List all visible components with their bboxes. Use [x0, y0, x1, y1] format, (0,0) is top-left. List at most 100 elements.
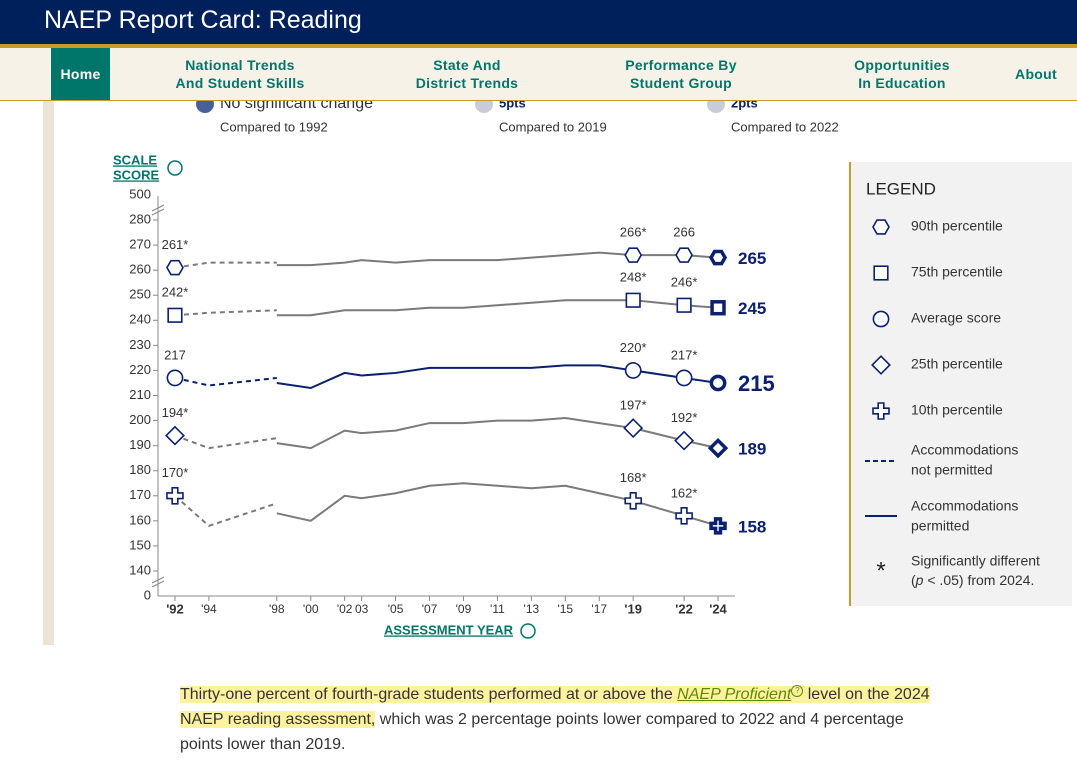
marker [624, 491, 642, 510]
x-tick-label: 03 [355, 602, 369, 616]
marker [872, 219, 890, 235]
data-label: 217 [164, 347, 186, 362]
data-label: 194* [162, 405, 189, 420]
marker [709, 249, 728, 266]
legend-label: 25th percentile [911, 356, 1003, 372]
marker [709, 374, 727, 392]
data-label: 245 [738, 299, 766, 318]
y-axis-end-label: 0 [144, 588, 151, 603]
nav-item[interactable]: About [1000, 48, 1072, 100]
marker [873, 265, 889, 281]
marker [623, 418, 644, 439]
line-not-permitted [174, 434, 277, 450]
data-label: 246* [671, 275, 698, 290]
marker [710, 300, 726, 316]
marker [166, 259, 184, 276]
side-bar [43, 100, 54, 645]
data-label: 162* [671, 485, 698, 500]
y-tick-label: 150 [129, 537, 151, 552]
help-icon[interactable]: ? [791, 684, 804, 697]
header: NAEP Report Card: Reading [0, 0, 1077, 48]
y-tick-label: 280 [129, 211, 151, 226]
y-tick-label: 230 [129, 337, 151, 352]
legend-label: not permitted [911, 462, 993, 478]
line-not-permitted [174, 376, 277, 387]
line-not-permitted [174, 261, 277, 269]
nav-label: District Trends [415, 75, 519, 91]
y-tick-label: 220 [129, 362, 151, 377]
data-label: 217* [671, 347, 698, 362]
data-label: 170* [162, 465, 189, 480]
legend-label: 10th percentile [911, 402, 1003, 418]
line-permitted [276, 417, 719, 450]
y-tick-label: 260 [129, 262, 151, 277]
marker [675, 507, 693, 525]
text: Thirty-one percent of fourth-grade stude… [180, 686, 678, 703]
y-tick-label: 160 [129, 512, 151, 527]
legend-label: Significantly different [911, 553, 1040, 569]
data-label: 220* [620, 340, 647, 355]
legend-label: Accommodations [911, 498, 1018, 514]
marker [707, 437, 729, 459]
x-tick-label: '00 [303, 602, 319, 616]
nav-label: Student Group [630, 75, 732, 91]
x-tick-label: '13 [524, 602, 540, 616]
x-tick-label: '22 [675, 601, 693, 616]
marker [167, 307, 183, 323]
data-label: 168* [620, 470, 647, 485]
line-not-permitted [174, 309, 277, 317]
summary-compared: Compared to 2019 [499, 119, 607, 134]
marker [166, 369, 184, 387]
legend-title: LEGEND [866, 179, 936, 198]
data-label: 158 [738, 517, 766, 536]
link[interactable]: NAEP Proficient [677, 686, 792, 703]
x-tick-label: '02 [337, 602, 353, 616]
nav-item[interactable]: State And District Trends [392, 48, 542, 100]
x-tick-label: '15 [557, 602, 573, 616]
nav-item[interactable]: Performance By Student Group [606, 48, 756, 100]
marker [165, 425, 185, 446]
nav-item[interactable]: National Trends And Student Skills [165, 48, 315, 100]
marker [674, 430, 695, 451]
legend-symbol: * [876, 557, 885, 584]
help-icon[interactable] [167, 160, 183, 176]
data-label: 242* [162, 285, 189, 300]
data-label: 189 [738, 440, 766, 459]
nav-item[interactable]: Opportunities In Education [827, 48, 977, 100]
x-tick-label: '09 [456, 602, 472, 616]
x-tick-label: '07 [422, 602, 438, 616]
legend-label: Accommodations [911, 442, 1018, 458]
marker [872, 310, 890, 328]
nav-label: State And [433, 57, 501, 73]
x-tick-label: '24 [709, 601, 727, 616]
data-label: 197* [620, 398, 647, 413]
x-tick-label: '05 [388, 602, 404, 616]
summary-compared: Compared to 2022 [731, 119, 839, 134]
line-permitted [276, 299, 719, 317]
data-label: 261* [162, 237, 189, 252]
line-permitted [276, 251, 719, 267]
y-tick-label: 270 [129, 237, 151, 252]
marker [625, 292, 641, 308]
data-label: 192* [671, 410, 698, 425]
nav-label: Opportunities [854, 57, 950, 73]
y-tick-label: 170 [129, 487, 151, 502]
line-permitted [276, 482, 719, 527]
help-icon[interactable] [520, 623, 536, 639]
y-axis-label: SCALE [113, 152, 157, 167]
y-tick-label: 200 [129, 412, 151, 427]
nav-item[interactable]: Home [51, 48, 110, 100]
line-not-permitted [174, 495, 278, 528]
y-tick-label: 250 [129, 287, 151, 302]
highlight: Thirty-one percent of fourth-grade stude… [180, 684, 895, 703]
marker [676, 297, 692, 313]
line-permitted [276, 364, 719, 390]
summary-compared: Compared to 1992 [220, 119, 328, 134]
y-tick-label: 180 [129, 462, 151, 477]
y-axis-end-label: 500 [129, 186, 151, 201]
marker [675, 247, 694, 263]
legend-label: 90th percentile [911, 218, 1003, 234]
site-title[interactable]: NAEP Report Card: Reading [44, 6, 362, 34]
data-label: 265 [738, 249, 766, 268]
y-axis-label: SCORE [113, 167, 160, 182]
